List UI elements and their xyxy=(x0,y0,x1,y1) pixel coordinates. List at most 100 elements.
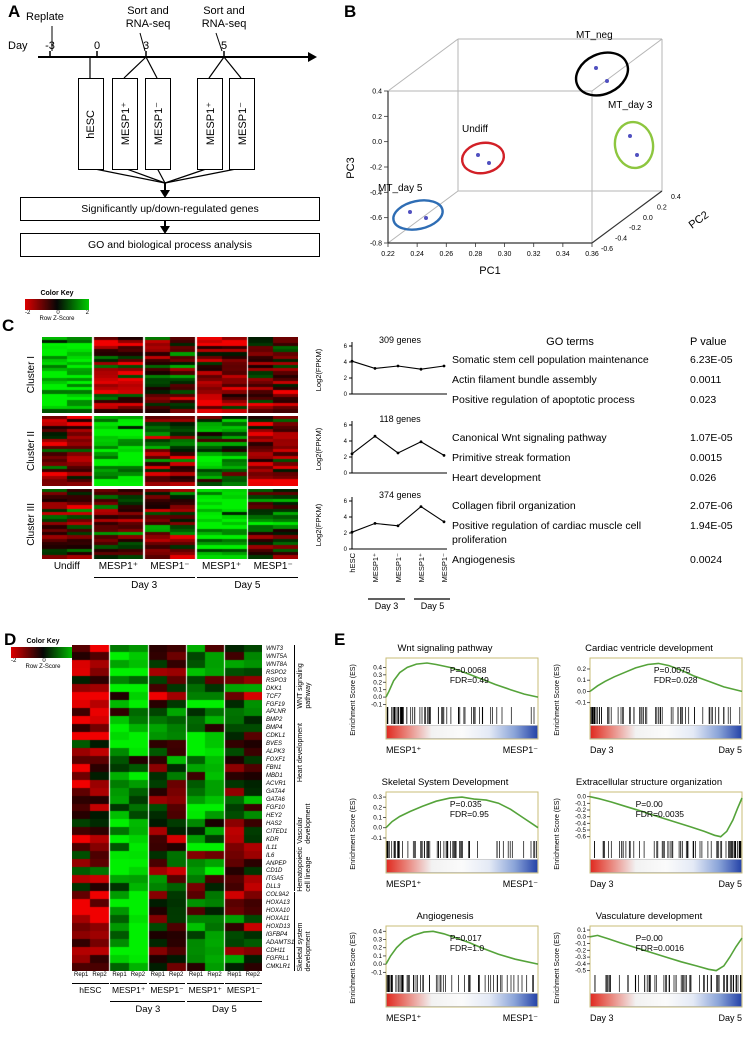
enrichment-curve xyxy=(385,930,539,965)
gsea-fdr: FDR=0.95 xyxy=(450,809,489,819)
cube-edge xyxy=(387,38,459,92)
cluster2-label-text: Cluster II xyxy=(25,430,37,471)
sample-point xyxy=(605,79,609,83)
category-label: WNT signaling pathway xyxy=(297,645,333,708)
gene-label: HEY2 xyxy=(266,812,282,819)
pc1-tick: 0.22 xyxy=(381,251,395,258)
gsea-ytick: -0.1 xyxy=(371,702,382,709)
cluster3-heatmap xyxy=(42,489,298,559)
cluster1-label: Cluster I xyxy=(24,337,38,413)
gsea-left-label: MESP1⁺ xyxy=(386,1013,422,1023)
pc2-tick: -0.4 xyxy=(615,236,627,243)
gsea-plot-6: Vasculature development 0.1 0.0 -0.1 -0.2 -0.… xyxy=(550,911,748,1043)
gsea-svg: 0.0-0.1-0.2-0.3-0.4-0.5-0.6 Enrichment Sc… xyxy=(554,791,743,889)
gsea-ytick: 0.1 xyxy=(577,927,586,934)
sample-point xyxy=(594,66,598,70)
gsea-ylabel: Enrichment Score (ES) xyxy=(350,798,357,870)
color-key-axis-label: Row Z-Score xyxy=(39,316,75,322)
category-label-text: Vascular development xyxy=(297,803,313,844)
group-label: hESC xyxy=(79,985,102,995)
color-key-tick: 0 xyxy=(42,658,46,664)
color-key-gradient xyxy=(11,647,75,658)
gene-count-label: 374 genes xyxy=(379,490,422,500)
rep-label: Rep1 xyxy=(188,972,204,978)
day5-label: Day 5 xyxy=(212,1004,237,1015)
data-point xyxy=(373,434,377,438)
go-pvalue-header: P value xyxy=(690,336,727,348)
fpkm-axis-label: Log2(FPKM) xyxy=(314,348,323,391)
sort-rnaseq-label-1: Sort and RNA-seq xyxy=(125,5,171,31)
go-row: Canonical Wnt signaling pathway 1.07E-05 xyxy=(452,432,748,446)
go-row: Collagen fibril organization 2.07E-06 xyxy=(452,500,748,514)
gsea-ytick: -0.2 xyxy=(575,947,586,954)
gsea-ytick: 0.0 xyxy=(577,688,586,695)
gene-label: WNT3 xyxy=(266,645,283,652)
gsea-pvalue: P=0.00 xyxy=(636,933,663,943)
gsea-ytick: 0.2 xyxy=(373,804,382,811)
data-point xyxy=(442,454,446,457)
gene-label: BVES xyxy=(266,741,283,748)
sort1-connector xyxy=(139,32,146,52)
gsea-ytick: -0.1 xyxy=(575,941,586,948)
data-point xyxy=(373,522,377,525)
go-term: Positive regulation of apoptotic process xyxy=(452,394,635,407)
pc1-axis-label: PC1 xyxy=(479,265,500,277)
pc2-tick: 0.4 xyxy=(671,194,681,201)
group-label: MESP1⁻ xyxy=(150,985,184,995)
gene-label: BMP2 xyxy=(266,717,283,724)
day5-label: Day 5 xyxy=(234,580,261,591)
heatmap-xlabel: Undiff xyxy=(53,561,80,572)
gsea-ytick: 0.3 xyxy=(373,937,382,944)
gsea-title: Wnt signaling pathway xyxy=(397,643,493,654)
rep-label: Rep1 xyxy=(150,972,165,978)
gene-label: RSPO3 xyxy=(266,677,287,684)
gsea-fdr: FDR=0.0035 xyxy=(636,809,685,819)
enrichment-curve xyxy=(589,662,743,693)
group-label: MESP1⁺ xyxy=(188,985,222,995)
cluster1-label-text: Cluster I xyxy=(25,356,37,394)
gsea-fdr: FDR=1.0 xyxy=(450,943,485,953)
day-tick-5: 5 xyxy=(220,40,228,52)
go-pvalue: 0.0011 xyxy=(690,374,722,387)
gene-label: GATA6 xyxy=(266,796,285,803)
gsea-ytick: 0.4 xyxy=(373,928,382,935)
gene-label: HAS2 xyxy=(266,820,282,827)
cluster2-heatmap xyxy=(42,416,298,486)
sample-point xyxy=(635,153,639,157)
gsea-fdr: FDR=0.028 xyxy=(654,675,698,685)
gsea-ytick: -0.6 xyxy=(575,834,586,841)
gsea-ytick: -0.4 xyxy=(575,820,586,827)
y-tick-label: 6 xyxy=(344,499,348,505)
color-key-title: Color Key xyxy=(26,638,60,645)
timeline-arrowhead xyxy=(308,52,317,62)
day-tick-3: 3 xyxy=(142,40,150,52)
sample-point xyxy=(476,153,480,157)
sort-rnaseq-label-2: Sort and RNA-seq xyxy=(201,5,247,31)
gsea-pvalue: P=0.017 xyxy=(450,933,482,943)
cluster-label-MT_neg: MT_neg xyxy=(576,30,613,41)
gsea-ytick: 0.2 xyxy=(373,945,382,952)
pc1-tick: 0.32 xyxy=(527,251,541,258)
gene-count-label: 118 genes xyxy=(379,414,421,424)
gene-label: IGFBP4 xyxy=(266,932,288,938)
y-tick-label: 2 xyxy=(344,531,348,537)
sample-point xyxy=(424,216,428,220)
gene-label: BMP4 xyxy=(266,725,283,732)
cluster1-heatmap xyxy=(42,337,298,413)
gene-label: WNT5A xyxy=(266,653,287,660)
cluster-ellipse-MT_day 3 xyxy=(613,120,655,170)
day3-bracket xyxy=(110,1001,186,1002)
gsea-ytick: -0.1 xyxy=(371,969,382,976)
x-tick-label: MESP1⁺ xyxy=(371,553,380,582)
category-label: Skeletal system development xyxy=(297,892,333,971)
heatmap-xlabel: MESP1⁻ xyxy=(253,561,293,572)
fpkm-axis-label: Log2(FPKM) xyxy=(314,503,323,546)
category-bracket xyxy=(294,645,295,709)
gsea-pvalue: P=0.00 xyxy=(636,799,663,809)
cluster-ellipse-MT_day 5 xyxy=(392,199,444,231)
rank-gradient-bar xyxy=(386,859,538,873)
cell-box-label: MESP1⁻ xyxy=(236,102,249,146)
go-term: Somatic stem cell population maintenance xyxy=(452,354,649,366)
gsea-right-label: Day 5 xyxy=(718,745,742,755)
group-bracket xyxy=(186,983,224,984)
